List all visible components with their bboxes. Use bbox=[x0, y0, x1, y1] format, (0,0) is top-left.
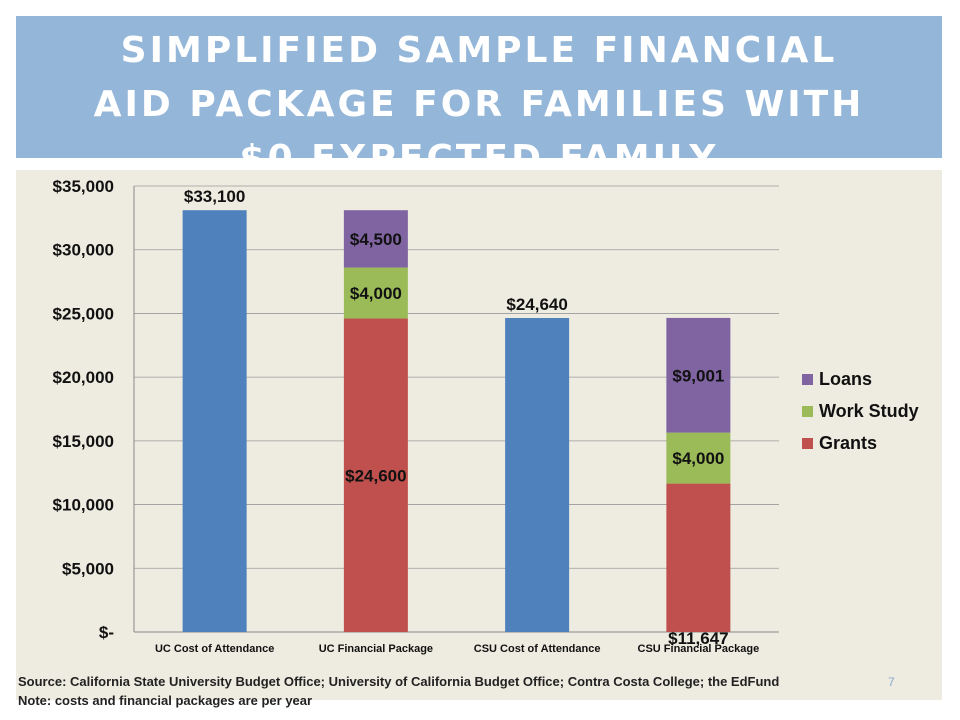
y-tick-label: $35,000 bbox=[53, 177, 114, 196]
bar-loans bbox=[666, 317, 731, 433]
y-tick-label: $- bbox=[99, 623, 114, 642]
y-tick-label: $30,000 bbox=[53, 241, 114, 260]
chart-panel: $- $5,000 $10,000 $15,000 $20,000 $25,000 $30,… bbox=[16, 170, 942, 700]
data-label: $4,000 bbox=[350, 284, 402, 303]
x-tick-label: CSU Financial Package bbox=[638, 643, 760, 655]
bar-cost bbox=[182, 210, 247, 632]
data-label: $33,100 bbox=[184, 187, 245, 206]
data-label: $24,600 bbox=[345, 466, 406, 485]
y-tick-label: $10,000 bbox=[53, 496, 114, 515]
bar-loans bbox=[343, 210, 408, 268]
slide-title: SIMPLIFIED SAMPLE FINANCIAL AID PACKAGE … bbox=[93, 30, 865, 158]
source-line: Source: California State University Budg… bbox=[18, 674, 780, 689]
y-tick-label: $20,000 bbox=[53, 368, 114, 387]
legend-swatch bbox=[802, 438, 813, 449]
legend-label: Grants bbox=[819, 433, 877, 453]
legend-label: Work Study bbox=[819, 401, 919, 421]
bar-work_study bbox=[343, 267, 408, 319]
data-label: $4,000 bbox=[672, 449, 724, 468]
y-tick-label: $5,000 bbox=[62, 559, 114, 578]
y-tick-label: $15,000 bbox=[53, 432, 114, 451]
data-label: $24,640 bbox=[506, 295, 567, 314]
legend-swatch bbox=[802, 374, 813, 385]
bar-grants bbox=[343, 318, 408, 632]
data-label: $11,647 bbox=[668, 629, 729, 648]
source-note: Source: California State University Budg… bbox=[18, 672, 878, 710]
x-tick-label: UC Cost of Attendance bbox=[155, 643, 274, 655]
x-tick-label: CSU Cost of Attendance bbox=[474, 643, 601, 655]
legend-swatch bbox=[802, 406, 813, 417]
legend-label: Loans bbox=[819, 369, 872, 389]
data-label: $9,001 bbox=[672, 366, 724, 385]
bar-chart: $- $5,000 $10,000 $15,000 $20,000 $25,000 $30,… bbox=[53, 177, 919, 655]
bar-grants bbox=[666, 483, 731, 632]
y-tick-label: $25,000 bbox=[53, 304, 114, 323]
bar-cost bbox=[505, 318, 570, 632]
x-tick-label: UC Financial Package bbox=[319, 643, 433, 655]
title-band: SIMPLIFIED SAMPLE FINANCIAL AID PACKAGE … bbox=[16, 16, 942, 158]
data-label: $4,500 bbox=[350, 230, 402, 249]
bar-work_study bbox=[666, 432, 731, 484]
page-number: 7 bbox=[888, 675, 895, 689]
note-line: Note: costs and financial packages are p… bbox=[18, 693, 313, 708]
